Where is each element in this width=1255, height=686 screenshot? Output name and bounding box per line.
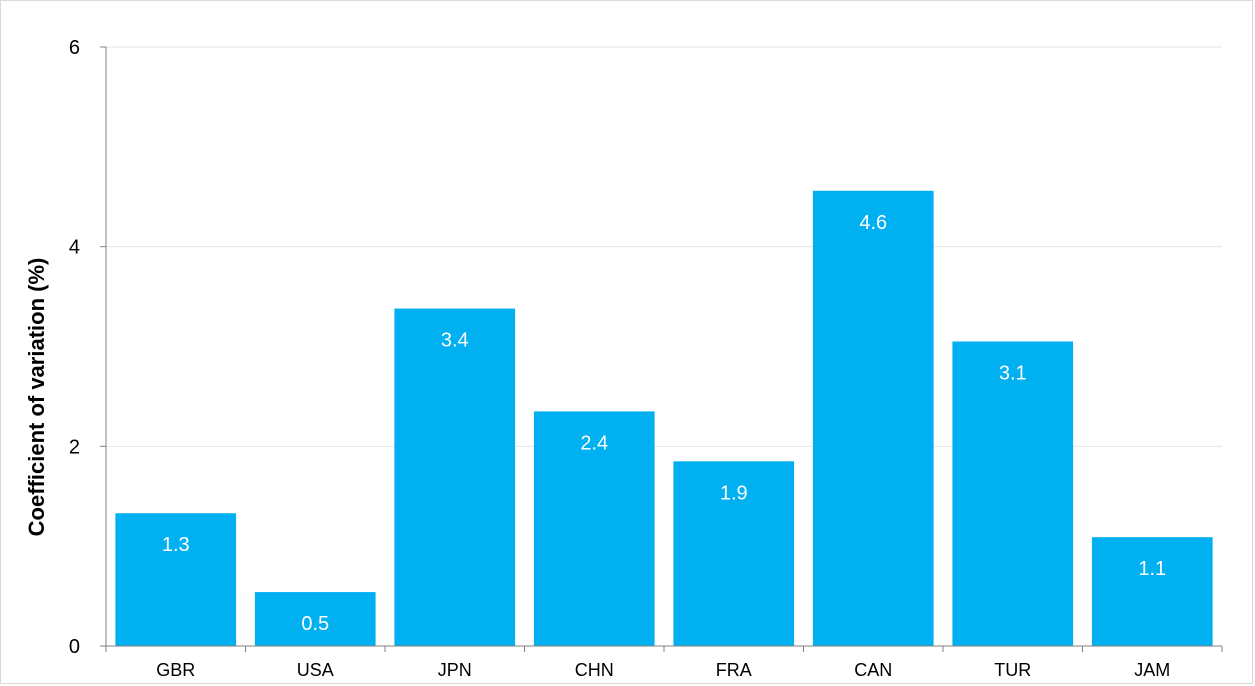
y-tick-label: 0	[69, 636, 80, 658]
bar-can	[812, 190, 934, 646]
x-category-label: JPN	[438, 660, 472, 680]
data-label: 3.4	[441, 330, 469, 352]
bar-gbr	[115, 513, 237, 646]
x-category-label: FRA	[716, 660, 752, 680]
y-tick-label: 6	[69, 37, 80, 59]
data-labels: 1.3 0.5 3.4 2.4 1.9 4.6 3.1 1.1	[162, 212, 1166, 635]
y-tick-label: 4	[69, 237, 80, 259]
bar-chn	[533, 411, 655, 646]
x-category-label: GBR	[156, 660, 195, 680]
data-label: 0.5	[301, 613, 329, 635]
y-tick-labels: 0 2 4 6	[69, 37, 80, 658]
bar-tur	[952, 341, 1074, 646]
data-label: 1.9	[720, 482, 748, 504]
bar-jpn	[394, 308, 516, 646]
x-category-label: CHN	[575, 660, 614, 680]
x-category-label: USA	[297, 660, 334, 680]
bars	[115, 190, 1213, 646]
data-label: 4.6	[859, 212, 887, 234]
axes	[100, 46, 1223, 652]
y-axis-title: Coefficient of variation (%)	[24, 258, 49, 537]
data-label: 2.4	[580, 432, 608, 454]
x-category-labels: GBR USA JPN CHN FRA CAN TUR JAM	[156, 660, 1170, 680]
bar-jam	[1091, 537, 1213, 646]
x-category-label: TUR	[994, 660, 1031, 680]
bar-fra	[673, 461, 795, 646]
x-category-label: JAM	[1134, 660, 1170, 680]
bar-usa	[254, 592, 376, 646]
x-category-label: CAN	[854, 660, 892, 680]
data-label: 1.3	[162, 534, 190, 556]
y-tick-label: 2	[69, 436, 80, 458]
data-label: 3.1	[999, 363, 1027, 385]
data-label: 1.1	[1138, 558, 1166, 580]
